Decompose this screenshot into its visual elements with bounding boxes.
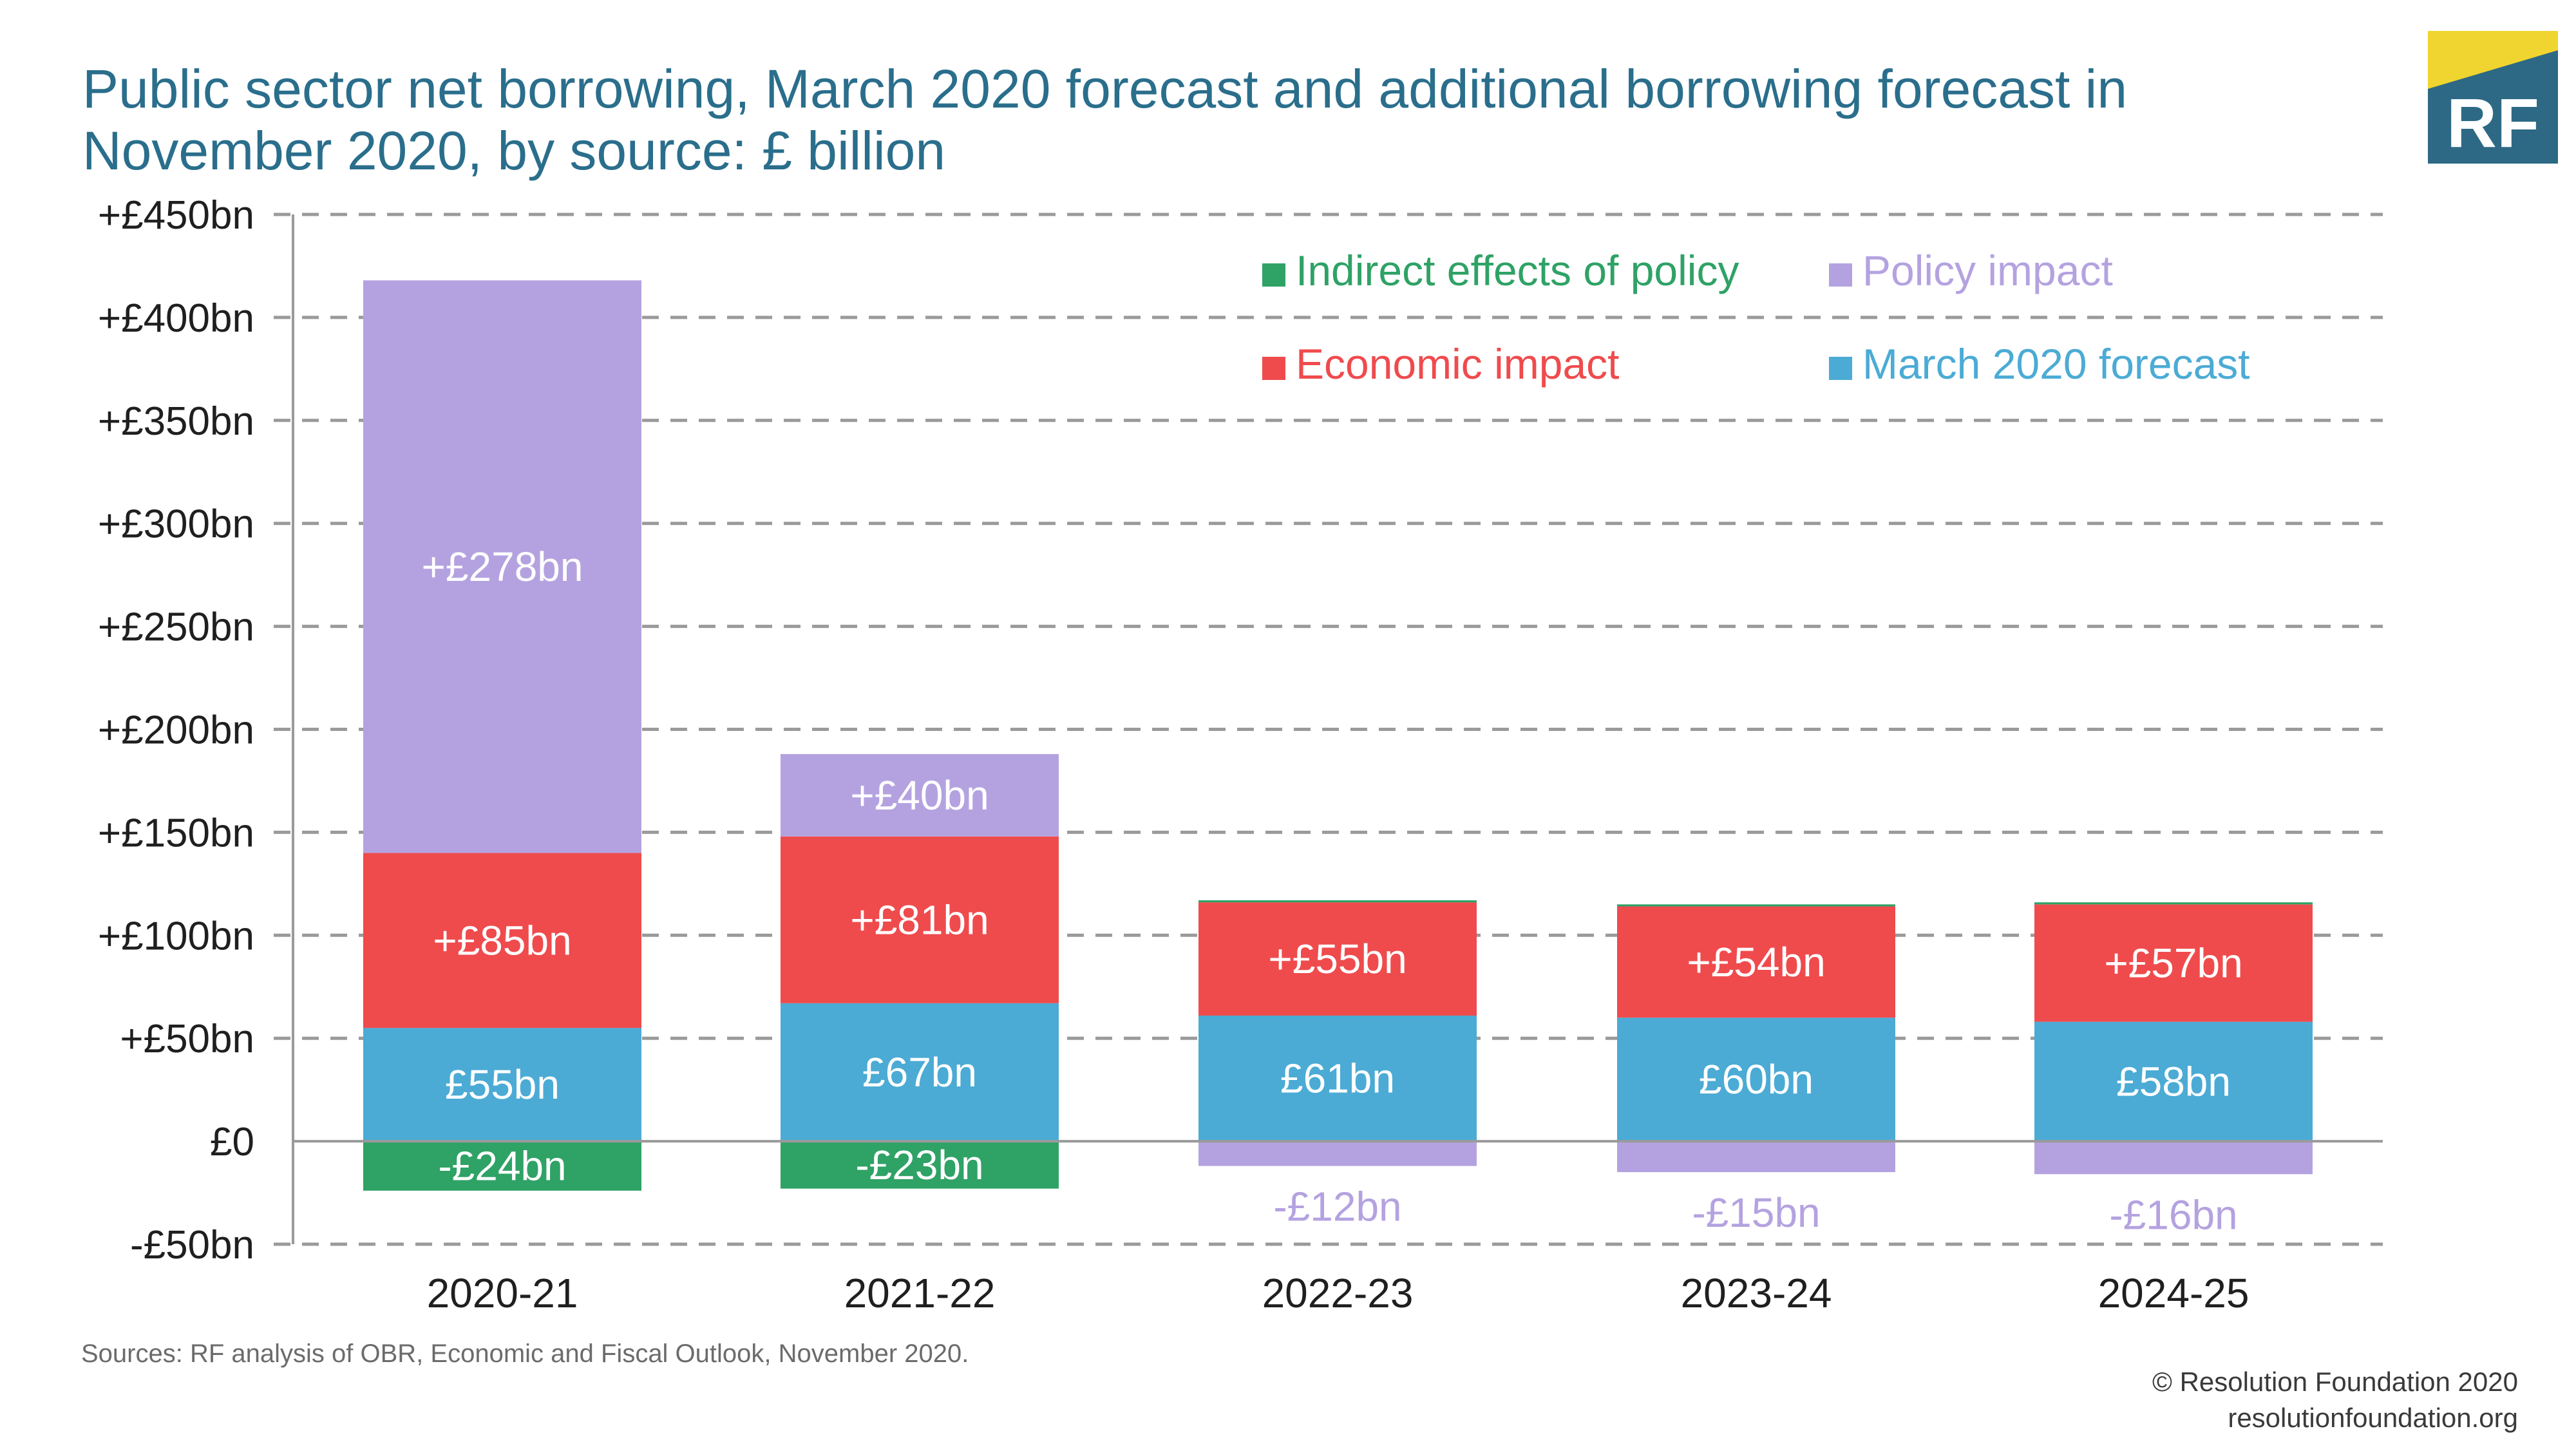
bar-segment bbox=[1198, 902, 1477, 1016]
data-label: -£24bn bbox=[438, 1142, 566, 1189]
data-label: -£16bn bbox=[2109, 1191, 2237, 1238]
y-tick-label: +£50bn bbox=[120, 1017, 254, 1061]
data-label: +£55bn bbox=[1268, 936, 1406, 982]
rf-logo: RF bbox=[2428, 31, 2558, 164]
y-tick-label: +£250bn bbox=[98, 605, 254, 650]
logo-text: RF bbox=[2447, 84, 2539, 162]
bar-segment bbox=[2034, 1021, 2313, 1142]
chart-title: Public sector net borrowing, March 2020 … bbox=[82, 58, 2336, 182]
credit-line-1: © Resolution Foundation 2020 bbox=[2152, 1367, 2518, 1397]
bar-segment bbox=[1617, 1141, 1895, 1173]
legend: Indirect effects of policy Policy impact E… bbox=[1262, 247, 2250, 388]
data-label: +£81bn bbox=[850, 896, 989, 943]
y-tick-label: -£50bn bbox=[130, 1223, 254, 1267]
data-label: £61bn bbox=[1280, 1056, 1395, 1102]
data-label: +£54bn bbox=[1687, 939, 1825, 985]
bar-segment bbox=[781, 1141, 1059, 1189]
bar-segment bbox=[2034, 904, 2313, 1022]
bar-segment bbox=[363, 1028, 641, 1142]
y-tick-label: +£300bn bbox=[98, 502, 254, 547]
bar-segment bbox=[781, 1003, 1059, 1142]
legend-swatch bbox=[1262, 263, 1285, 287]
data-label: -£15bn bbox=[1692, 1189, 1820, 1236]
y-tick-label: +£350bn bbox=[98, 399, 254, 444]
bar-segment bbox=[2034, 1141, 2313, 1175]
credit-line-2: resolutionfoundation.org bbox=[2228, 1403, 2518, 1433]
bar-segment bbox=[1617, 1018, 1895, 1142]
bars: £55bn +£85bn +£278bn -£24bn £67bn +£81bn +£40b… bbox=[363, 280, 2313, 1238]
data-label: -£12bn bbox=[1273, 1183, 1401, 1229]
data-label: +£40bn bbox=[850, 772, 989, 819]
bar-segment bbox=[1617, 906, 1895, 1018]
bar-segment bbox=[781, 753, 1059, 837]
legend-swatch bbox=[1829, 357, 1852, 380]
legend-label: March 2020 forecast bbox=[1862, 340, 2250, 388]
data-label: -£23bn bbox=[855, 1142, 983, 1188]
y-tick-label: +£150bn bbox=[98, 811, 254, 855]
y-tick-label: +£400bn bbox=[98, 296, 254, 341]
bar-segment bbox=[1617, 904, 1895, 907]
bar-segment bbox=[781, 836, 1059, 1003]
x-tick-label: 2022-23 bbox=[1262, 1270, 1414, 1316]
title-line-1: Public sector net borrowing, March 2020 … bbox=[82, 59, 2128, 119]
title-line-2: November 2020, by source: £ billion bbox=[82, 120, 946, 181]
data-label: £60bn bbox=[1699, 1056, 1814, 1103]
legend-swatch bbox=[1829, 263, 1852, 287]
bar-segment bbox=[1198, 1141, 1477, 1166]
y-tick-label: +£450bn bbox=[98, 193, 254, 238]
data-label: £67bn bbox=[862, 1049, 977, 1095]
x-tick-label: 2020-21 bbox=[427, 1270, 578, 1316]
bar-segment bbox=[363, 853, 641, 1028]
data-label: +£57bn bbox=[2104, 940, 2242, 986]
x-tick-label: 2021-22 bbox=[844, 1270, 996, 1316]
legend-label: Economic impact bbox=[1296, 340, 1620, 388]
logo-yellow-corner bbox=[2428, 31, 2558, 89]
data-label: +£85bn bbox=[433, 917, 571, 963]
bar-segment bbox=[363, 280, 641, 853]
y-tick-label: +£100bn bbox=[98, 914, 254, 958]
y-tick-label: £0 bbox=[210, 1120, 254, 1164]
data-label: +£278bn bbox=[422, 544, 583, 590]
legend-swatch bbox=[1262, 357, 1285, 380]
legend-label: Indirect effects of policy bbox=[1296, 247, 1739, 294]
bar-segment bbox=[1198, 1016, 1477, 1142]
bar-segment bbox=[1198, 900, 1477, 903]
bar-segment bbox=[363, 1141, 641, 1191]
axes: -£50bn £0 +£50bn +£100bn +£150bn +£200bn +£250… bbox=[98, 193, 2383, 1316]
x-tick-label: 2024-25 bbox=[2098, 1270, 2249, 1316]
data-label: £58bn bbox=[2116, 1058, 2231, 1104]
bar-segment bbox=[2034, 902, 2313, 905]
sources-note: Sources: RF analysis of OBR, Economic an… bbox=[81, 1340, 969, 1368]
credit: © Resolution Foundation 2020 resolutionf… bbox=[2152, 1364, 2518, 1436]
x-tick-label: 2023-24 bbox=[1681, 1270, 1832, 1316]
y-tick-label: +£200bn bbox=[98, 708, 254, 753]
legend-label: Policy impact bbox=[1862, 247, 2113, 294]
data-label: £55bn bbox=[445, 1061, 560, 1108]
